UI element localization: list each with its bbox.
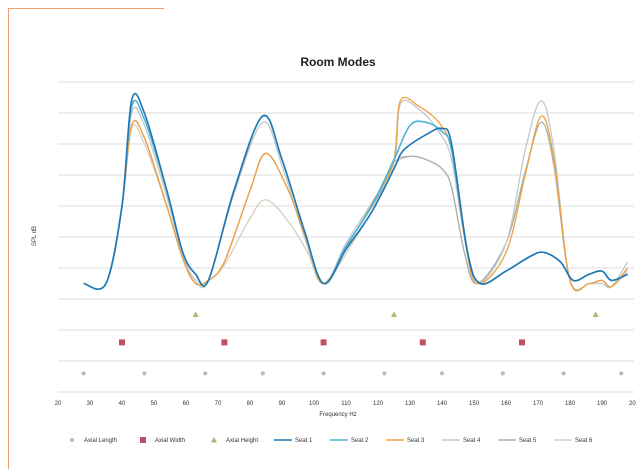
legend-label: Seat 4 — [463, 438, 481, 444]
mode-marker — [592, 311, 599, 317]
legend-label: Seat 3 — [407, 438, 425, 444]
mode-marker — [192, 311, 199, 317]
mode-marker — [320, 339, 327, 346]
legend-label: Seat 1 — [295, 438, 313, 444]
seat-line — [83, 96, 629, 292]
frame-border-left — [8, 8, 9, 469]
mode-marker — [619, 371, 624, 376]
seat-line — [83, 120, 629, 291]
mode-marker — [519, 339, 525, 346]
x-tick-label: 190 — [597, 401, 608, 407]
mode-marker — [203, 371, 208, 376]
mode-marker — [221, 339, 228, 346]
legend-label: Seat 6 — [575, 438, 593, 444]
frame-border-top — [8, 8, 164, 9]
x-tick-labels: 20 30 40 50 60 70 80 90 100 110 120 130 140 150 160 170… — [55, 401, 636, 407]
mode-marker — [81, 371, 86, 376]
x-tick-label: 30 — [87, 401, 94, 407]
legend-label: Axial Length — [84, 438, 117, 444]
mode-marker — [142, 371, 147, 376]
legend-swatch — [211, 437, 217, 443]
x-tick-label: 40 — [119, 401, 126, 407]
mode-marker — [440, 371, 444, 376]
mode-marker — [500, 371, 505, 376]
x-tick-label: 170 — [533, 401, 544, 407]
x-tick-label: 100 — [309, 401, 320, 407]
legend-label: Axial Height — [226, 438, 258, 444]
x-tick-label: 60 — [183, 401, 190, 407]
seat-lines — [83, 92, 629, 292]
axial-mode-markers — [81, 311, 624, 376]
mode-marker — [321, 371, 326, 376]
x-tick-label: 180 — [565, 401, 576, 407]
x-tick-label: 150 — [469, 401, 480, 407]
mode-marker — [382, 371, 387, 376]
x-tick-label: 130 — [405, 401, 416, 407]
x-tick-label: 90 — [279, 401, 286, 407]
x-axis-label: Frequency Hz — [319, 412, 356, 418]
x-tick-label: 120 — [373, 401, 384, 407]
x-tick-label: 160 — [501, 401, 512, 407]
legend-swatch — [140, 437, 146, 443]
mode-marker — [561, 371, 566, 376]
mode-marker — [391, 311, 397, 317]
chart-title: Room Modes — [300, 55, 376, 69]
x-tick-label: 70 — [215, 401, 222, 407]
gridlines — [58, 81, 634, 393]
x-tick-label: 50 — [151, 401, 158, 407]
legend: Axial Length Axial Width Axial Height Seat … — [70, 437, 593, 444]
x-tick-label: 80 — [247, 401, 254, 407]
x-tick-label: 20 — [55, 401, 62, 407]
x-tick-label: 200 — [629, 401, 636, 407]
x-tick-label: 140 — [437, 401, 448, 407]
legend-swatch — [70, 438, 74, 442]
seat-line — [83, 92, 628, 290]
mode-marker — [260, 371, 265, 376]
mode-marker — [119, 339, 125, 346]
legend-label: Axial Width — [155, 438, 185, 444]
y-axis-label: SPL dB — [32, 226, 38, 246]
legend-label: Seat 2 — [351, 438, 369, 444]
legend-label: Seat 5 — [519, 438, 537, 444]
x-tick-label: 110 — [341, 401, 351, 407]
mode-marker — [419, 339, 426, 346]
